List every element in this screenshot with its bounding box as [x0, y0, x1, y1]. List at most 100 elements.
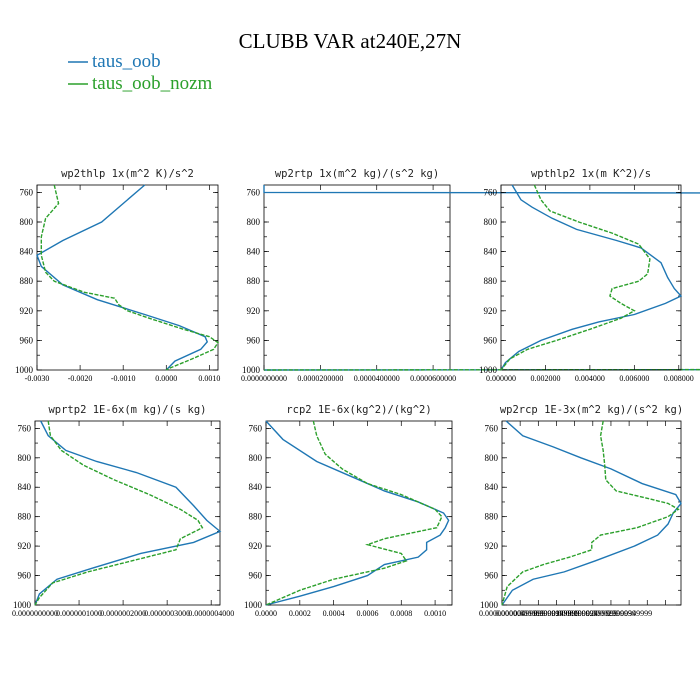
series-line-taus-oob	[500, 184, 683, 371]
ytick-label: 920	[485, 541, 499, 551]
ytick-label: 880	[20, 276, 34, 286]
ytick-label: 760	[247, 187, 261, 197]
xtick-label: 0.0000	[155, 374, 177, 383]
panel-title: rcp2 1E-6x(kg^2)/(kg^2)	[286, 404, 431, 416]
ytick-label: 960	[18, 571, 32, 581]
panel-1: wp2thlp 1x(m^2 K)/s^2 760 800 840 880 920 960 1…	[15, 168, 220, 383]
ytick-label: 760	[485, 423, 499, 433]
ytick-label: 960	[20, 335, 34, 345]
plot-frame	[34, 420, 221, 606]
panels-group: wp2thlp 1x(m^2 K)/s^2 760 800 840 880 920 960 1…	[12, 168, 700, 618]
xtick-label: -0.0020	[68, 374, 93, 383]
xtick-label: -0.0030	[25, 374, 50, 383]
xtick-label: 0.0000000000	[241, 374, 287, 383]
xtick-label: 0.008000	[664, 374, 694, 383]
panel-title: wprtp2 1E-6x(m kg)/(s kg)	[48, 404, 206, 416]
plot-frame	[501, 420, 682, 606]
xtick-label: 0.0000400000	[354, 374, 400, 383]
xtick-label: 0.00002999999	[586, 609, 636, 618]
ytick-label: 1000	[480, 600, 499, 610]
ytick-label: 920	[484, 306, 498, 316]
xtick-label: 0.0000200000	[297, 374, 343, 383]
ytick-label: 920	[20, 306, 34, 316]
ytick-label: 1000	[479, 365, 498, 375]
plot-frame	[265, 420, 453, 606]
plot-frame	[36, 184, 219, 371]
ytick-label: 760	[18, 423, 32, 433]
ytick-label: 880	[484, 276, 498, 286]
xtick-label: 0.0000004000	[188, 609, 234, 618]
ytick-label: 920	[247, 306, 261, 316]
panel-title: wp2thlp 1x(m^2 K)/s^2	[61, 168, 194, 180]
series-line-taus-oob-nozm	[34, 420, 204, 606]
xtick-label: 0.0002	[289, 609, 311, 618]
xtick-label: 0.00002499999	[568, 609, 618, 618]
xtick-label: 0.00000999999	[513, 609, 563, 618]
ytick-label: 840	[485, 482, 499, 492]
series-line-taus-oob	[34, 420, 222, 606]
ytick-label: 800	[18, 453, 32, 463]
panel-4: wprtp2 1E-6x(m kg)/(s kg) 760 800 840 880 920…	[12, 404, 234, 618]
ytick-label: 880	[247, 276, 261, 286]
xtick-label: 0.0000	[255, 609, 277, 618]
series-line-taus-oob-nozm	[265, 420, 443, 606]
xtick-label: -0.0010	[111, 374, 136, 383]
xtick-label: 0.00000499999	[495, 609, 545, 618]
ytick-label: 760	[484, 187, 498, 197]
ytick-label: 800	[20, 217, 34, 227]
xtick-label: 0.0000000000	[12, 609, 58, 618]
xtick-label: 0.0010	[198, 374, 220, 383]
legend-label-taus-oob-nozm: taus_oob_nozm	[92, 73, 213, 94]
ytick-label: 840	[20, 247, 34, 257]
xtick-label: 0.0000199999	[552, 609, 598, 618]
xtick-label: 0.0004	[323, 609, 345, 618]
series-line-taus-oob-nozm	[40, 184, 219, 371]
series-line-taus-oob	[36, 184, 209, 371]
ytick-label: 800	[247, 217, 261, 227]
xtick-label: 0.0000349999	[606, 609, 652, 618]
xtick-label: 0.006000	[619, 374, 649, 383]
ytick-label: 760	[20, 187, 34, 197]
series-line-taus-oob-nozm	[500, 184, 651, 371]
panel-2: wp2rtp 1x(m^2 kg)/(s^2 kg) 760 800 840 880 92…	[241, 168, 700, 383]
panel-5: rcp2 1E-6x(kg^2)/(kg^2) 760 800 840 880 920 96…	[244, 404, 453, 618]
ytick-label: 760	[249, 423, 263, 433]
ytick-label: 880	[18, 512, 32, 522]
panel-title: wpthlp2 1x(m K^2)/s	[531, 168, 651, 180]
ytick-label: 1000	[15, 365, 34, 375]
ytick-label: 840	[18, 482, 32, 492]
xtick-label: 0.002000	[530, 374, 560, 383]
ytick-label: 840	[484, 247, 498, 257]
xtick-label: 0.0008	[390, 609, 412, 618]
panel-3: wpthlp2 1x(m K^2)/s 760 800 840 880 920 960 100…	[479, 168, 694, 383]
ytick-label: 800	[484, 217, 498, 227]
xtick-label: 0.0000003000	[144, 609, 190, 618]
legend: taus_oob taus_oob_nozm	[68, 51, 213, 94]
xtick-label: 0.0006	[356, 609, 378, 618]
ytick-label: 960	[247, 335, 261, 345]
ytick-label: 920	[18, 541, 32, 551]
xtick-label: 0.0000000000	[479, 609, 525, 618]
ytick-label: 960	[485, 571, 499, 581]
ytick-label: 1000	[13, 600, 32, 610]
chart-title: CLUBB VAR at240E,27N	[239, 29, 462, 53]
legend-label-taus-oob: taus_oob	[92, 51, 161, 72]
ytick-label: 1000	[244, 600, 263, 610]
ytick-label: 800	[485, 453, 499, 463]
ytick-label: 840	[247, 247, 261, 257]
series-line-taus-oob	[265, 420, 450, 606]
ytick-label: 840	[249, 482, 263, 492]
ytick-label: 800	[249, 453, 263, 463]
ytick-label: 920	[249, 541, 263, 551]
xtick-label: 0.0000600000	[410, 374, 456, 383]
panel-title: wp2rcp 1E-3x(m^2 kg)/(s^2 kg)	[500, 404, 683, 416]
ytick-label: 960	[249, 571, 263, 581]
ytick-label: 880	[485, 512, 499, 522]
ytick-label: 1000	[242, 365, 261, 375]
xtick-label: 0.0000001000	[56, 609, 102, 618]
ytick-label: 880	[249, 512, 263, 522]
panel-title: wp2rtp 1x(m^2 kg)/(s^2 kg)	[275, 168, 439, 180]
xtick-label: 0.0000002000	[100, 609, 146, 618]
plot-frame	[500, 184, 682, 371]
